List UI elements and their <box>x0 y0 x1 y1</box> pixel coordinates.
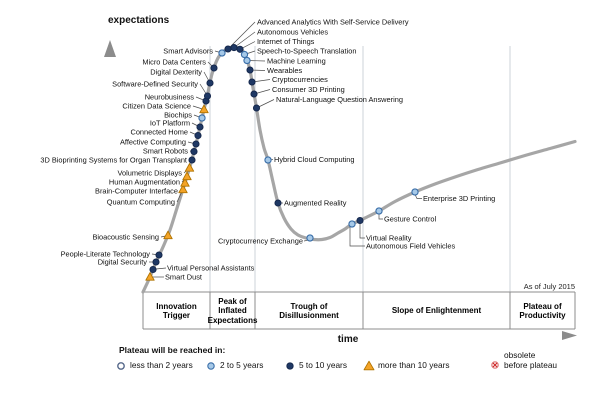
tech-label: Connected Home <box>130 128 188 137</box>
tech-label: Brain-Computer Interface <box>95 187 178 196</box>
tech-marker <box>203 92 212 100</box>
tech-marker <box>180 178 190 187</box>
tech-label: Citizen Data Science <box>122 102 191 111</box>
tech-marker <box>155 251 163 259</box>
tech-marker <box>198 114 206 122</box>
tech-label: Consumer 3D Printing <box>272 85 345 94</box>
5-to-10-years-icon <box>284 360 296 372</box>
tech-marker <box>145 272 155 281</box>
phase-slope-of-enlightenment: Slope of Enlightenment <box>391 306 482 316</box>
expectations-arrow-icon <box>104 40 116 57</box>
tech-marker <box>182 171 192 181</box>
y-axis-label: expectations <box>108 15 170 26</box>
legend-item-5-to-10-years: 5 to 10 years <box>284 360 347 372</box>
legend-item-obsolete-before-plateau: obsolete before plateau <box>489 350 557 371</box>
tech-marker <box>375 207 383 215</box>
tech-label: Enterprise 3D Printing <box>423 194 495 203</box>
tech-label: IoT Platform <box>150 119 190 128</box>
tech-label: Biochips <box>164 111 192 120</box>
tech-marker <box>274 199 282 207</box>
tech-label: Smart Advisors <box>163 47 213 56</box>
tech-label: Affective Computing <box>120 138 186 147</box>
tech-marker <box>152 258 160 266</box>
tech-label: Quantum Computing <box>107 198 175 207</box>
tech-marker <box>240 50 249 59</box>
tech-label: Autonomous Vehicles <box>257 28 328 37</box>
phase-innovation-trigger: Innovation Trigger <box>156 301 197 320</box>
tech-label: Software-Defined Security <box>112 80 198 89</box>
tech-marker <box>356 216 364 225</box>
2-to-5-years-icon <box>205 360 217 372</box>
tech-label: Cryptocurrencies <box>272 75 328 84</box>
obsolete-before-plateau-icon <box>489 359 501 371</box>
tech-marker <box>264 156 272 164</box>
tech-marker <box>246 66 254 74</box>
tech-label: Autonomous Field Vehicles <box>366 242 455 251</box>
legend-item-more-than-10-years: more than 10 years <box>363 360 449 372</box>
phase-plateau-of-productivity: Plateau of Productivity <box>519 301 566 320</box>
tech-marker <box>199 104 209 114</box>
time-arrow-icon <box>562 331 577 340</box>
tech-label: Machine Learning <box>267 57 326 66</box>
tech-label: Digital Dexterity <box>150 68 202 77</box>
tech-label: Gesture Control <box>384 215 437 224</box>
tech-marker <box>306 234 314 242</box>
tech-marker <box>196 123 204 131</box>
phase-peak-of-inflated-expectations: Peak of Inflated Expectations <box>207 296 258 325</box>
tech-label: Micro Data Centers <box>142 58 206 67</box>
legend-item-less-than-2-years: less than 2 years <box>115 360 193 372</box>
tech-marker <box>252 104 261 112</box>
tech-marker <box>190 147 198 156</box>
more-than-10-years-icon <box>363 360 375 372</box>
tech-marker <box>236 45 244 53</box>
tech-marker <box>230 44 238 52</box>
leader-line <box>233 31 256 48</box>
tech-label: Virtual Personal Assistants <box>167 264 255 273</box>
tech-label: 3D Bioprinting Systems for Organ Transpl… <box>40 156 187 165</box>
tech-label: Hybrid Cloud Computing <box>274 155 355 164</box>
less-than-2-years-icon <box>115 360 127 372</box>
tech-marker <box>348 220 356 228</box>
tech-label: People-Literate Technology <box>61 250 151 259</box>
tech-label: Cryptocurrency Exchange <box>218 237 303 246</box>
tech-marker <box>188 156 196 164</box>
tech-marker <box>163 230 173 240</box>
tech-marker <box>411 188 419 196</box>
phase-trough-of-disillusionment: Trough of Disillusionment <box>279 301 339 320</box>
tech-marker <box>206 79 214 87</box>
tech-label: Wearables <box>267 66 302 75</box>
legend-title: Plateau will be reached in: <box>119 345 226 355</box>
tech-marker <box>194 131 202 140</box>
tech-marker <box>184 163 195 172</box>
tech-label: Volumetric Displays <box>118 169 183 178</box>
tech-label: Internet of Things <box>257 37 315 46</box>
tech-label: Neurobusiness <box>145 93 195 102</box>
tech-marker <box>218 49 226 57</box>
as-of-date: As of July 2015 <box>523 282 575 291</box>
tech-marker <box>250 90 258 98</box>
tech-label: Virtual Reality <box>366 234 412 243</box>
tech-marker <box>178 184 188 194</box>
tech-marker <box>210 64 218 72</box>
tech-marker <box>149 265 157 274</box>
tech-marker <box>224 45 232 53</box>
tech-label: Bioacoustic Sensing <box>92 233 159 242</box>
tech-marker <box>248 78 256 86</box>
tech-marker <box>243 56 251 65</box>
tech-label: Digital Security <box>98 258 148 267</box>
tech-label: Augmented Reality <box>284 199 347 208</box>
tech-label: Advanced Analytics With Self-Service Del… <box>257 18 409 27</box>
legend-item-2-to-5-years: 2 to 5 years <box>205 360 263 372</box>
tech-label: Smart Dust <box>165 273 202 282</box>
tech-label: Human Augmentation <box>109 178 180 187</box>
tech-label: Smart Robots <box>143 147 188 156</box>
tech-marker <box>192 140 200 148</box>
x-axis-label: time <box>337 334 359 345</box>
tech-label: Speech-to-Speech Translation <box>257 47 356 56</box>
tech-label: Natural-Language Question Answering <box>276 95 403 104</box>
